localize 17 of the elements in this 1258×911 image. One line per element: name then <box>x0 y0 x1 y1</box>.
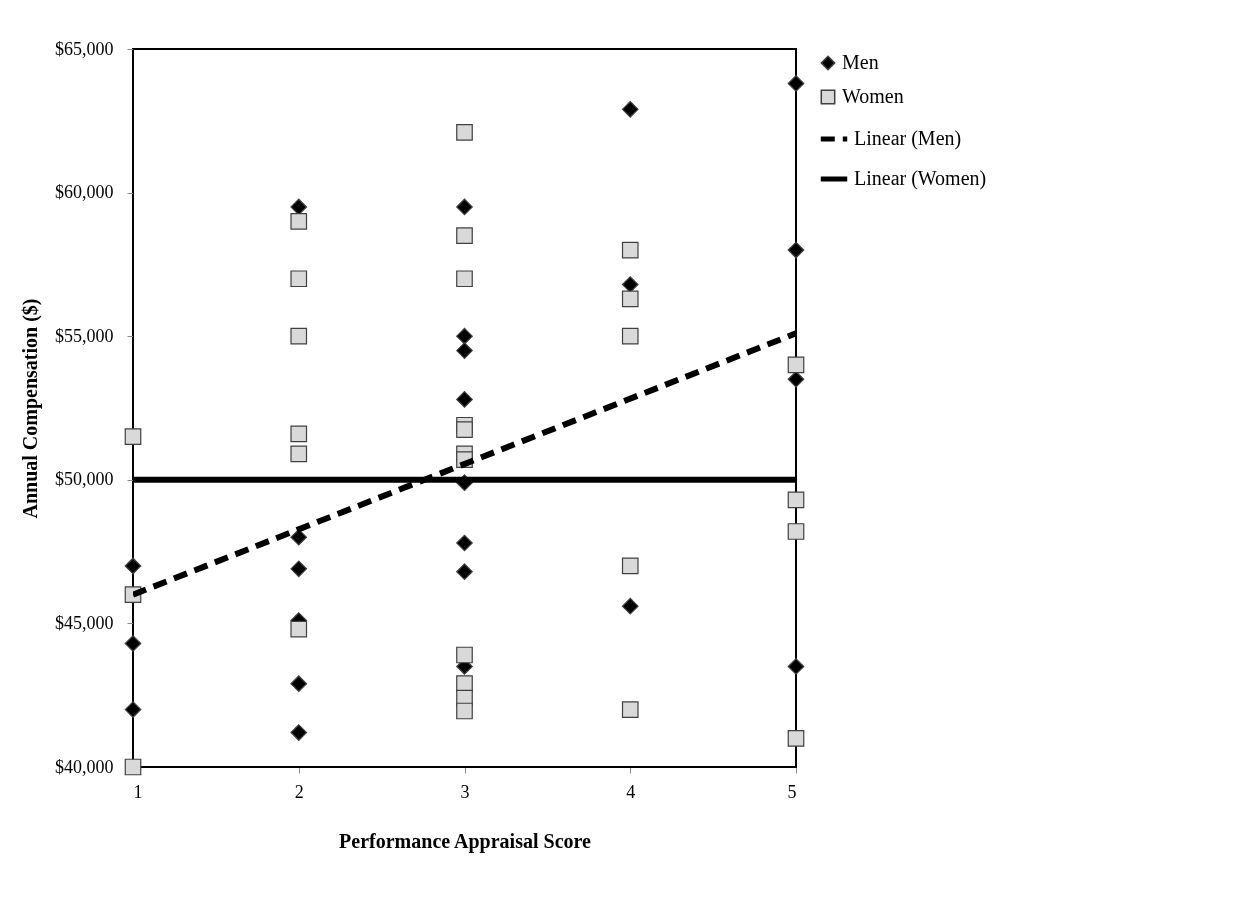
y-tick-label: $55,000 <box>55 325 114 346</box>
x-tick-label: 4 <box>626 781 636 802</box>
y-tick-label: $50,000 <box>55 469 114 490</box>
y-axis-title: Annual Compensation ($) <box>19 298 42 519</box>
legend-label: Linear (Men) <box>854 127 962 150</box>
x-axis-title: Performance Appraisal Score <box>339 829 592 853</box>
y-tick-label: $60,000 <box>55 182 114 203</box>
x-tick-label: 1 <box>133 781 143 802</box>
legend-label: Men <box>842 51 879 73</box>
x-tick-label: 3 <box>460 781 470 802</box>
x-tick-label: 2 <box>294 781 304 802</box>
y-tick-label: $65,000 <box>55 38 114 59</box>
y-tick-label: $45,000 <box>55 612 114 633</box>
y-tick-label: $40,000 <box>55 756 114 777</box>
legend-label: Linear (Women) <box>854 167 987 190</box>
x-tick-label: 5 <box>787 781 797 802</box>
legend-label: Women <box>842 85 904 107</box>
